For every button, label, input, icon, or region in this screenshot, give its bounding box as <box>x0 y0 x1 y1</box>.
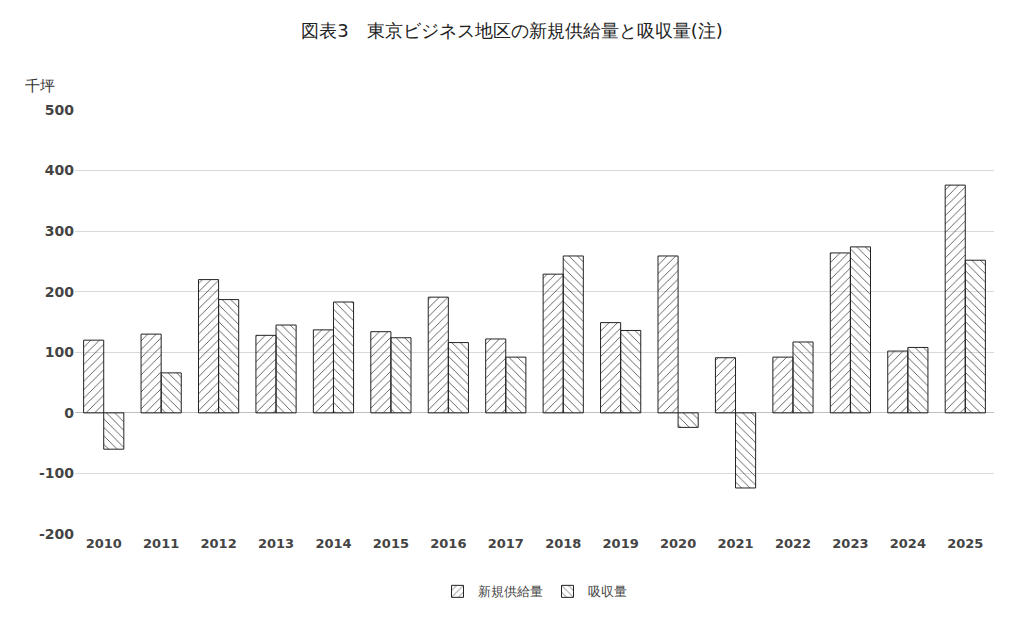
svg-text:新規供給量: 新規供給量 <box>478 584 543 599</box>
svg-text:2013: 2013 <box>258 536 294 551</box>
svg-text:2025: 2025 <box>947 536 983 551</box>
svg-text:2022: 2022 <box>775 536 811 551</box>
svg-text:2011: 2011 <box>143 536 179 551</box>
svg-text:2020: 2020 <box>660 536 696 551</box>
svg-text:0: 0 <box>64 405 74 421</box>
svg-text:図表3 東京ビジネス地区の新規供給量と吸収量(注): 図表3 東京ビジネス地区の新規供給量と吸収量(注) <box>301 20 723 41</box>
svg-text:2016: 2016 <box>430 536 466 551</box>
svg-text:千坪: 千坪 <box>25 77 55 95</box>
svg-text:-100: -100 <box>39 465 74 481</box>
svg-text:2018: 2018 <box>545 536 581 551</box>
svg-text:2019: 2019 <box>603 536 639 551</box>
svg-text:300: 300 <box>45 223 74 239</box>
svg-text:2014: 2014 <box>315 536 351 551</box>
svg-text:500: 500 <box>45 102 74 118</box>
svg-text:400: 400 <box>45 162 74 178</box>
svg-text:200: 200 <box>45 284 74 300</box>
svg-text:2015: 2015 <box>373 536 409 551</box>
svg-text:2024: 2024 <box>890 536 926 551</box>
svg-text:2021: 2021 <box>717 536 753 551</box>
svg-text:2023: 2023 <box>832 536 868 551</box>
svg-text:2017: 2017 <box>488 536 524 551</box>
svg-text:吸収量: 吸収量 <box>588 584 627 599</box>
svg-text:2012: 2012 <box>200 536 236 551</box>
svg-text:-200: -200 <box>39 526 74 542</box>
svg-text:100: 100 <box>45 344 74 360</box>
svg-text:2010: 2010 <box>86 536 122 551</box>
